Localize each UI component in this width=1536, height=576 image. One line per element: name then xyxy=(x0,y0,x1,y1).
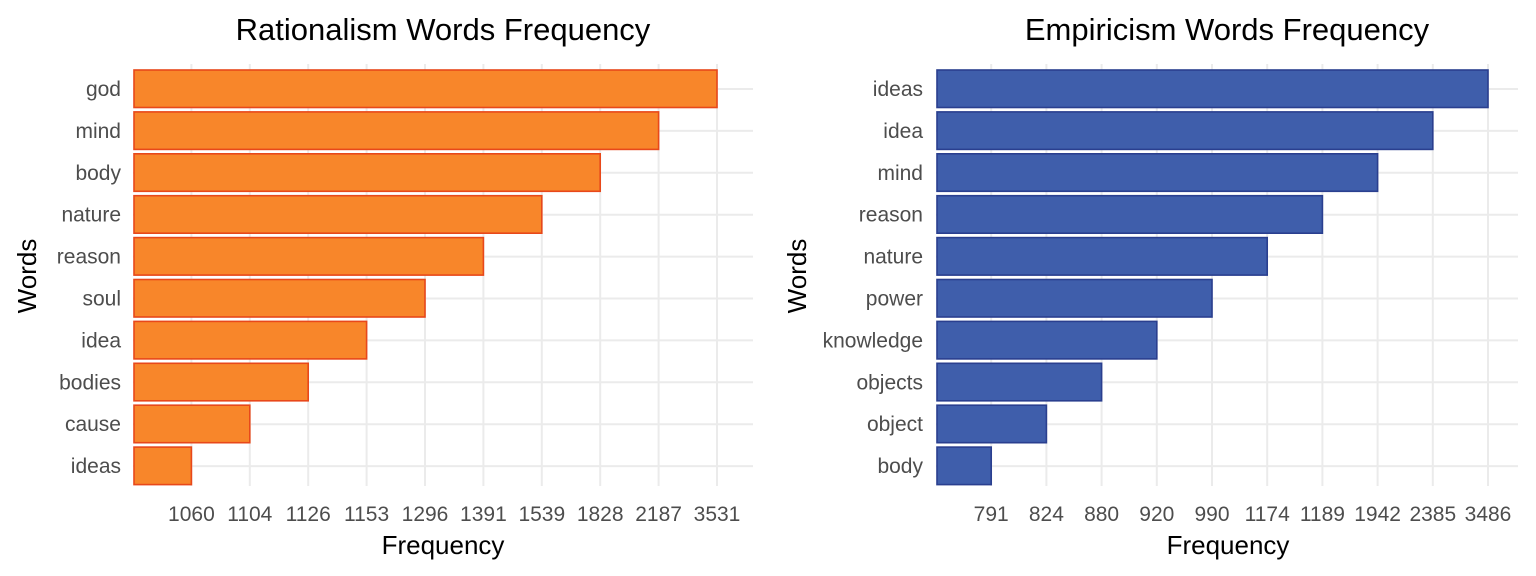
x-tick-label: 791 xyxy=(974,503,1009,526)
x-tick-label: 1828 xyxy=(577,503,624,526)
x-tick-label: 3486 xyxy=(1465,503,1512,526)
y-axis-title: Words xyxy=(782,239,812,314)
y-tick-label: cause xyxy=(65,413,121,436)
bar-power xyxy=(936,278,1213,318)
y-tick-label: power xyxy=(866,288,923,311)
x-tick-labels: 1060 1104 1126 1153 1296 1391 1539 1828 2187 3531 xyxy=(168,503,740,526)
x-tick-label: 3531 xyxy=(694,503,741,526)
x-tick-label: 1539 xyxy=(518,503,565,526)
bar-ideas xyxy=(936,69,1489,109)
x-tick-label: 1189 xyxy=(1300,503,1345,526)
bar-ideas xyxy=(133,446,193,486)
y-tick-label: body xyxy=(75,162,121,185)
rationalism-chart: Rationalism Words Frequency Frequency Wo… xyxy=(12,12,753,560)
chart-title: Rationalism Words Frequency xyxy=(236,12,651,47)
bar-nature xyxy=(936,236,1269,276)
empiricism-chart: Empiricism Words Frequency Frequency Wor… xyxy=(782,12,1518,560)
x-tick-label: 1126 xyxy=(286,503,331,526)
y-tick-label: nature xyxy=(61,204,121,227)
y-tick-labels: ideas idea mind reason nature power knowledge o… xyxy=(823,78,924,478)
y-tick-label: soul xyxy=(82,288,121,311)
y-tick-label: mind xyxy=(877,162,923,185)
bars xyxy=(133,69,718,486)
bar-reason xyxy=(133,236,485,276)
bar-knowledge xyxy=(936,320,1158,360)
x-tick-labels: 791 824 880 920 990 1174 1189 1942 2385 3486 xyxy=(974,503,1512,526)
chart-title: Empiricism Words Frequency xyxy=(1025,12,1430,47)
x-tick-label: 1296 xyxy=(402,503,449,526)
bar-reason xyxy=(936,194,1324,234)
y-tick-label: idea xyxy=(883,120,923,143)
bar-idea xyxy=(936,111,1434,151)
y-tick-label: nature xyxy=(863,246,923,269)
x-tick-label: 2385 xyxy=(1409,503,1456,526)
x-axis-title: Frequency xyxy=(382,530,505,560)
bar-object xyxy=(936,404,1048,444)
bars xyxy=(936,69,1489,486)
bar-cause xyxy=(133,404,251,444)
y-tick-label: mind xyxy=(75,120,121,143)
bar-objects xyxy=(936,362,1103,402)
y-tick-label: ideas xyxy=(71,455,121,478)
x-tick-label: 824 xyxy=(1029,503,1064,526)
x-tick-label: 990 xyxy=(1194,503,1229,526)
x-tick-label: 1153 xyxy=(344,503,389,526)
y-tick-label: god xyxy=(86,78,121,101)
bar-soul xyxy=(133,278,426,318)
bar-bodies xyxy=(133,362,309,402)
bar-idea xyxy=(133,320,368,360)
y-tick-label: ideas xyxy=(873,78,923,101)
x-tick-label: 880 xyxy=(1084,503,1119,526)
bar-nature xyxy=(133,194,543,234)
x-axis-title: Frequency xyxy=(1167,530,1290,560)
y-tick-label: knowledge xyxy=(823,329,923,352)
y-tick-label: bodies xyxy=(59,371,121,394)
y-tick-label: object xyxy=(867,413,923,436)
y-tick-label: idea xyxy=(81,329,121,352)
x-tick-label: 1391 xyxy=(460,503,507,526)
bar-body xyxy=(133,153,602,193)
y-axis-title: Words xyxy=(12,239,42,314)
y-tick-label: objects xyxy=(856,371,923,394)
y-tick-labels: god mind body nature reason soul idea bodies cau… xyxy=(57,78,122,478)
x-tick-label: 920 xyxy=(1139,503,1174,526)
x-tick-label: 1942 xyxy=(1354,503,1401,526)
y-tick-label: body xyxy=(877,455,923,478)
bar-body xyxy=(936,446,993,486)
y-tick-label: reason xyxy=(57,246,121,269)
x-tick-label: 1104 xyxy=(227,503,272,526)
bar-mind xyxy=(133,111,660,151)
x-tick-label: 1060 xyxy=(168,503,215,526)
y-tick-label: reason xyxy=(859,204,923,227)
x-tick-label: 2187 xyxy=(635,503,682,526)
bar-mind xyxy=(936,153,1379,193)
x-tick-label: 1174 xyxy=(1245,503,1290,526)
bar-god xyxy=(133,69,718,109)
